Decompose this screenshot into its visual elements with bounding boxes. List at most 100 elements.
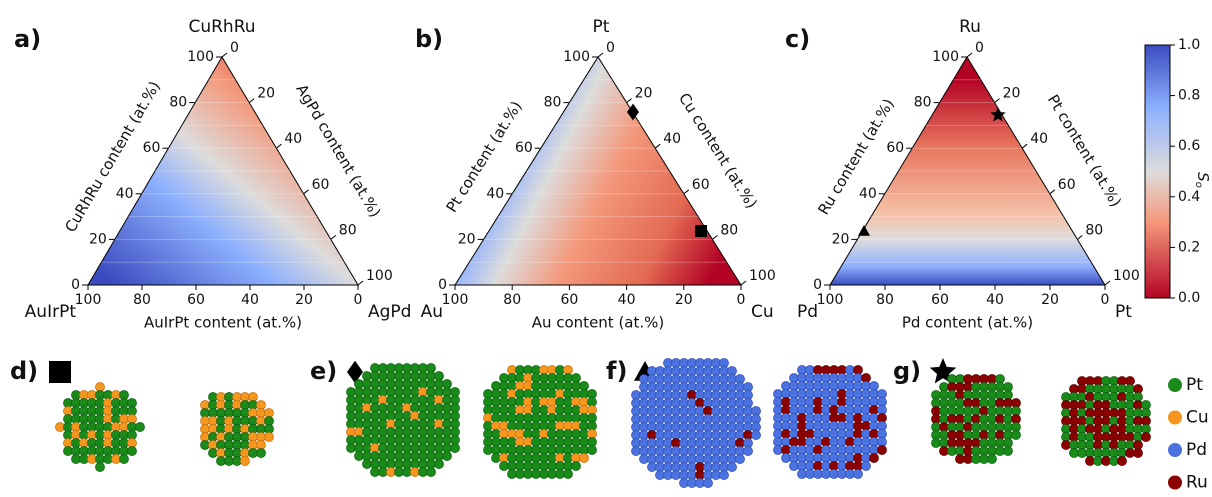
top-corner: CuRhRu <box>188 17 255 37</box>
atom <box>703 478 712 487</box>
atom <box>861 461 870 470</box>
figure: a)CuRhRuAuIrPtAgPd0002020204040406060608… <box>0 0 1212 493</box>
right-tick: 40 <box>1030 131 1048 147</box>
colorbar-tick: 0.2 <box>1178 239 1200 255</box>
left-tick: 20 <box>89 231 107 247</box>
tick <box>331 235 336 239</box>
atom <box>751 430 760 439</box>
atom <box>1141 432 1150 441</box>
left-tick: 20 <box>458 231 476 247</box>
bottom-tick: 80 <box>876 292 894 308</box>
tick <box>358 281 363 285</box>
right-tick: 80 <box>1085 222 1103 238</box>
left-tick: 80 <box>914 95 932 111</box>
panel-label: c) <box>785 25 810 53</box>
left-corner: Au <box>421 302 443 322</box>
structure-marker <box>49 361 71 383</box>
atom <box>563 469 572 478</box>
atom <box>135 422 144 431</box>
left-tick: 20 <box>832 231 850 247</box>
structure-label: e) <box>310 357 337 385</box>
label-main: S <box>1195 172 1212 182</box>
atom <box>727 462 736 471</box>
right-tick: 100 <box>366 268 393 284</box>
bottom-tick: 100 <box>75 292 102 308</box>
structure-label: g) <box>893 357 921 385</box>
colorbar-tick: 0.6 <box>1178 138 1200 154</box>
right-tick: 0 <box>606 40 615 56</box>
atom <box>1003 446 1012 455</box>
left-tick: 60 <box>886 140 904 156</box>
atom <box>571 461 580 470</box>
tick <box>627 99 632 103</box>
left-tick: 40 <box>859 186 877 202</box>
colorbar <box>1145 45 1170 298</box>
right-tick: 0 <box>975 40 984 56</box>
right-tick: 60 <box>312 177 330 193</box>
bottom-tick: 100 <box>817 292 844 308</box>
legend-label: Ru <box>1186 473 1208 493</box>
bottom-tick: 20 <box>675 292 693 308</box>
tick <box>741 281 746 285</box>
right-axis-title: Cu content (at.%) <box>675 90 761 212</box>
atom <box>442 451 451 460</box>
atom <box>434 459 443 468</box>
tick <box>684 190 689 194</box>
bottom-tick: 100 <box>442 292 469 308</box>
right-tick: 20 <box>635 86 653 102</box>
legend-swatch <box>1168 443 1182 457</box>
tick <box>1077 235 1082 239</box>
atom <box>869 453 878 462</box>
label-sub: o <box>1193 182 1204 188</box>
atom <box>743 446 752 455</box>
atom <box>240 456 249 465</box>
structure-label: d) <box>10 357 38 385</box>
right-axis-title: Pt content (at.%) <box>1044 91 1125 210</box>
atom <box>719 470 728 479</box>
atom <box>1011 430 1020 439</box>
bottom-tick: 0 <box>354 292 363 308</box>
left-tick: 100 <box>932 49 959 65</box>
right-tick: 100 <box>749 268 776 284</box>
left-tick: 0 <box>71 277 80 293</box>
atom <box>264 432 273 441</box>
colorbar-tick: 1.0 <box>1178 37 1200 53</box>
bottom-tick: 60 <box>187 292 205 308</box>
tick <box>249 99 254 103</box>
atom <box>579 453 588 462</box>
legend-label: Pt <box>1186 375 1203 395</box>
bottom-tick: 40 <box>241 292 259 308</box>
atom <box>735 454 744 463</box>
colorbar-label: So <box>1193 172 1212 188</box>
colorbar-tick: 0.4 <box>1178 189 1200 205</box>
left-tick: 100 <box>187 49 214 65</box>
right-tick: 40 <box>663 131 681 147</box>
atom <box>1117 456 1126 465</box>
right-tick: 40 <box>284 131 302 147</box>
panel-label: b) <box>415 25 443 53</box>
atom <box>256 448 265 457</box>
right-tick: 80 <box>339 222 357 238</box>
bottom-axis-title: Au content (at.%) <box>532 314 665 332</box>
bottom-tick: 40 <box>986 292 1004 308</box>
left-tick: 40 <box>486 186 504 202</box>
panel-label: a) <box>14 25 41 53</box>
legend-label: Pd <box>1186 440 1207 460</box>
atom <box>987 454 996 463</box>
tick <box>304 190 309 194</box>
colorbar-tick: 0.8 <box>1178 88 1200 104</box>
left-tick: 80 <box>544 95 562 111</box>
atom <box>95 462 104 471</box>
right-tick: 0 <box>230 40 239 56</box>
left-tick: 100 <box>563 49 590 65</box>
left-tick: 80 <box>169 95 187 111</box>
legend-swatch <box>1168 476 1182 490</box>
atom <box>853 469 862 478</box>
bottom-tick: 60 <box>560 292 578 308</box>
tick <box>276 144 281 148</box>
right-corner: Pt <box>1115 302 1132 322</box>
right-tick: 80 <box>720 222 738 238</box>
bottom-tick: 20 <box>295 292 313 308</box>
tick <box>967 53 972 57</box>
left-tick: 0 <box>438 277 447 293</box>
